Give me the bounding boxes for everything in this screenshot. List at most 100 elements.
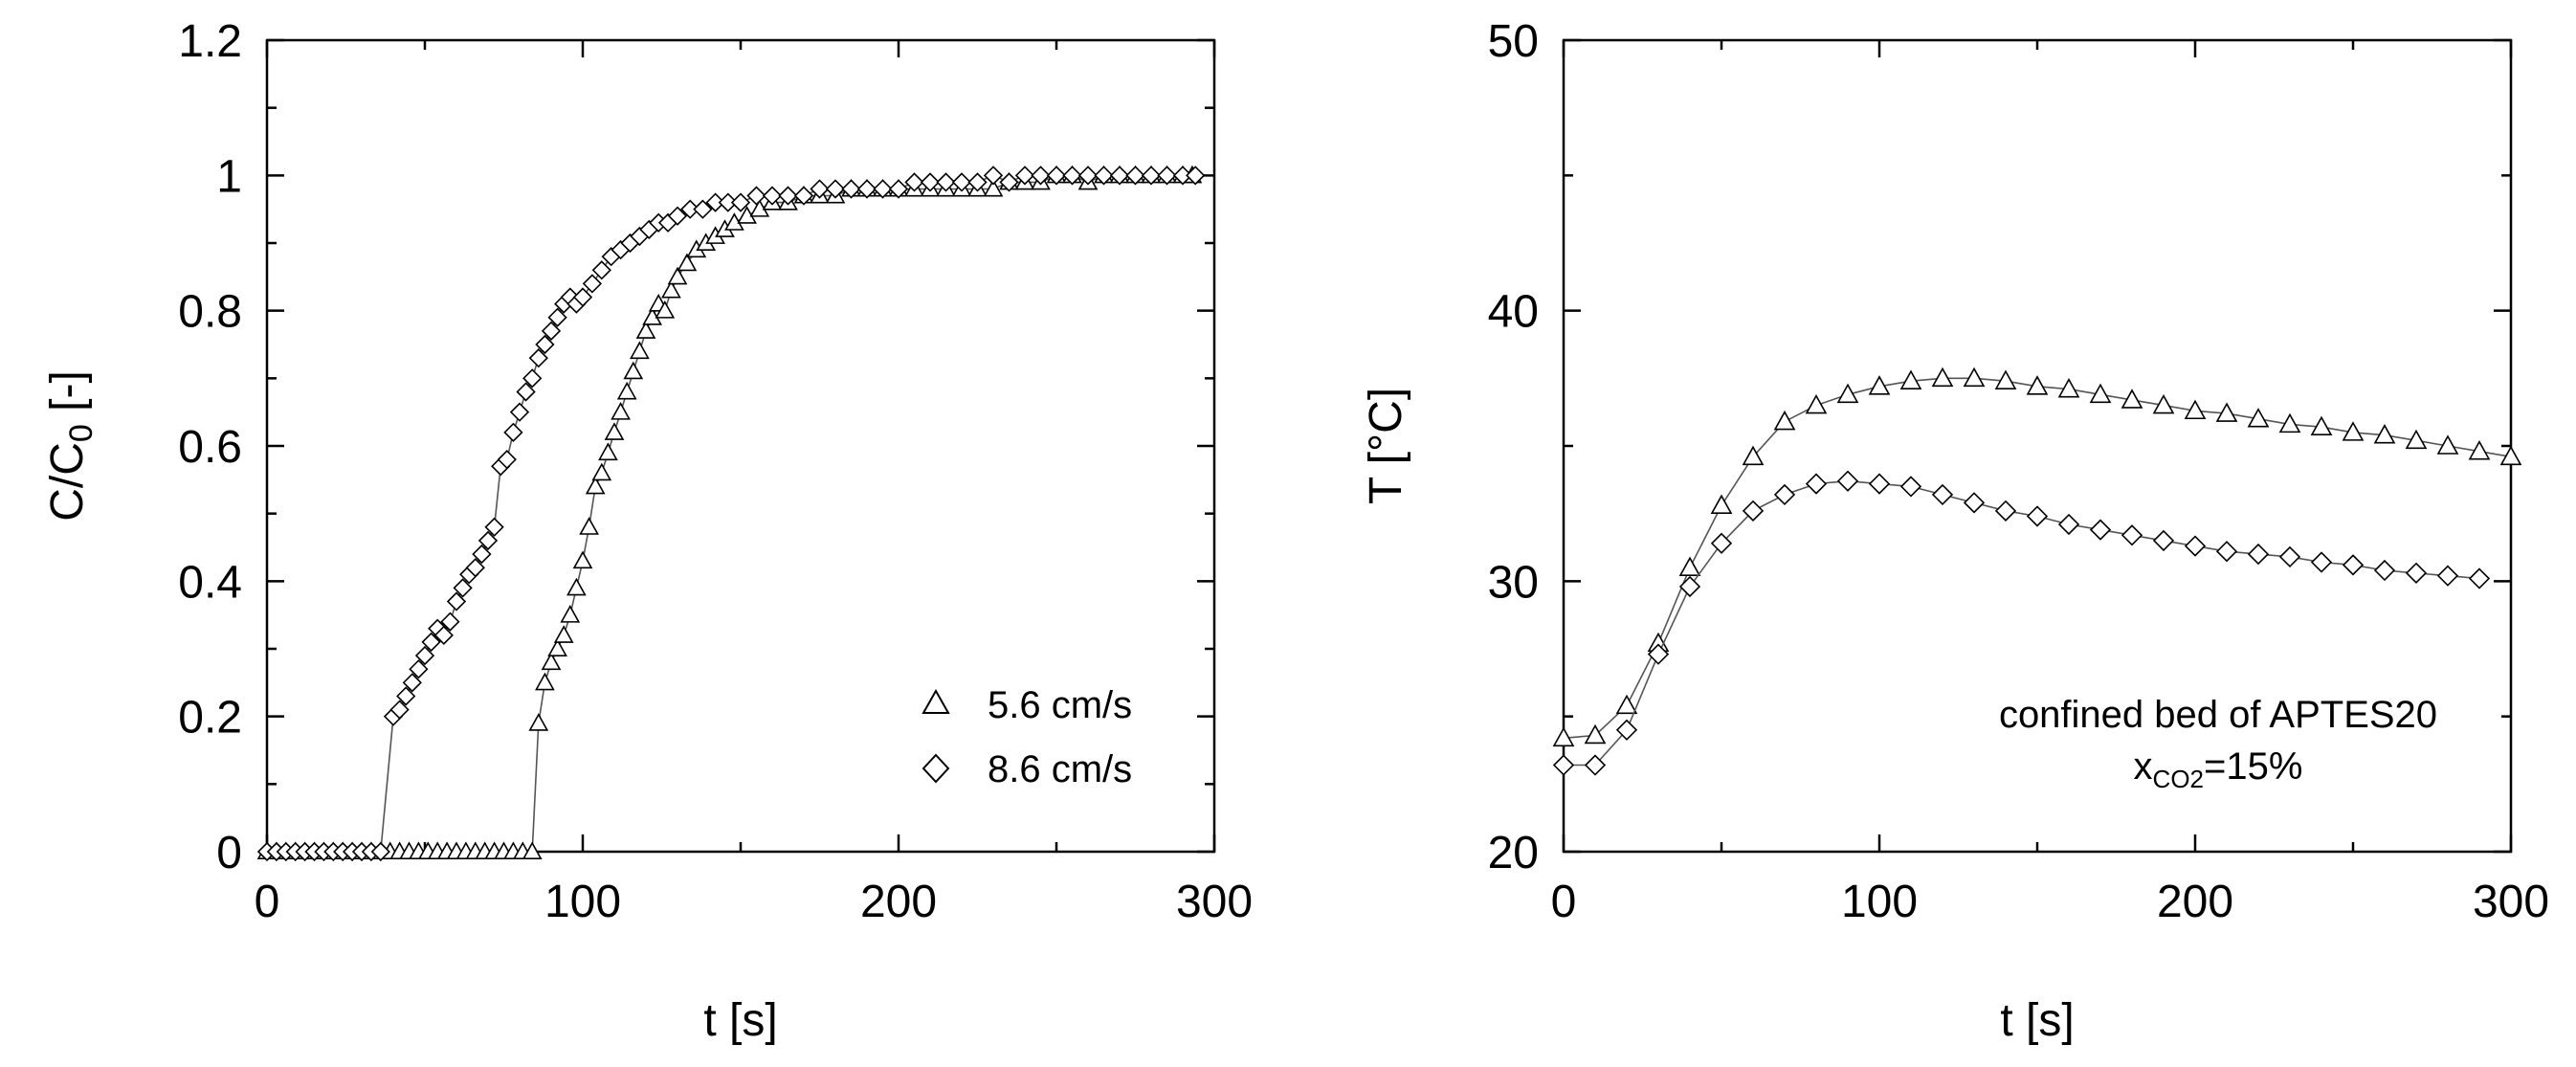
triangle-marker	[591, 462, 612, 481]
y-axis-label-tail: [-]	[42, 370, 93, 424]
diamond-marker	[582, 274, 603, 294]
triangle-marker	[1836, 383, 1859, 404]
x-tick-label: 100	[544, 877, 621, 927]
annotation-line-1: confined bed of APTES20	[1999, 694, 2437, 736]
triangle-marker	[2405, 429, 2428, 450]
diamond-marker	[2278, 545, 2301, 568]
diamond-marker	[389, 700, 410, 720]
diamond-marker	[2215, 541, 2238, 563]
diamond-marker	[509, 402, 530, 422]
y-axis-label: T [°C]	[1361, 388, 1411, 504]
diamond-marker	[856, 179, 877, 199]
diamond-marker	[1125, 166, 1145, 186]
diamond-marker	[1172, 166, 1193, 186]
triangle-marker	[1994, 369, 2017, 389]
triangle-marker	[579, 517, 599, 535]
triangle-marker	[1868, 375, 1891, 395]
triangle-marker	[2121, 389, 2143, 409]
legend-entry-8-6: 8.6 cm/s	[922, 748, 1132, 790]
diamond-marker	[2057, 513, 2080, 536]
diamond-marker	[810, 179, 830, 199]
diamond-marker	[1141, 166, 1162, 186]
triangle-marker	[604, 422, 625, 440]
y-tick-label: 30	[1488, 557, 1539, 608]
y-tick-label: 1.2	[178, 16, 242, 67]
series-line	[1563, 377, 2512, 740]
triangle-marker	[2436, 434, 2459, 455]
triangle-marker	[1678, 556, 1701, 577]
diamond-marker	[1157, 166, 1177, 186]
triangle-marker	[667, 266, 688, 285]
diamond-marker	[484, 517, 504, 537]
x-tick-label: 0	[255, 877, 280, 927]
triangle-marker	[2310, 415, 2333, 436]
annotation-x: x	[2134, 745, 2153, 788]
plot-frame	[265, 38, 1216, 854]
diamond-marker	[904, 172, 924, 192]
diamond-marker	[591, 260, 611, 280]
diamond-marker	[1742, 500, 1765, 522]
triangle-marker	[1552, 726, 1575, 747]
triangle-marker	[2499, 445, 2522, 466]
triangle-marker	[566, 577, 587, 596]
diamond-marker	[453, 578, 473, 598]
y-tick-label: 20	[1488, 828, 1539, 878]
diamond-marker	[370, 841, 390, 862]
triangle-marker	[1742, 445, 1765, 466]
diamond-marker	[1647, 643, 1670, 665]
annotation: confined bed of APTES20 xCO2=15%	[1999, 694, 2437, 793]
triangle-marker	[655, 300, 676, 319]
y-tick-label: 0	[216, 828, 242, 878]
x-tick-label: 0	[1551, 877, 1577, 927]
y-tick-label: 50	[1488, 16, 1539, 67]
triangle-marker	[572, 550, 593, 569]
y-tick-label: 0.4	[178, 557, 242, 608]
triangle-marker	[1963, 367, 1986, 388]
triangle-marker	[635, 321, 656, 339]
triangle-marker	[1773, 410, 1796, 431]
legend-label-8-6: 8.6 cm/s	[988, 748, 1132, 790]
diamond-marker	[1899, 476, 1922, 498]
annotation-value: =15%	[2204, 745, 2302, 788]
diamond-marker	[1014, 166, 1035, 186]
diamond-marker	[888, 179, 909, 199]
triangle-marker	[1931, 367, 1954, 388]
triangle-marker	[1710, 494, 1733, 514]
diamond-marker	[746, 186, 766, 206]
x-tick-label: 200	[2157, 877, 2233, 927]
triangle-marker	[535, 672, 555, 691]
diamond-marker	[2405, 562, 2428, 584]
triangle-marker	[541, 652, 562, 671]
diamond-marker	[762, 186, 783, 206]
legend-entry-5-6: 5.6 cm/s	[922, 684, 1132, 726]
diamond-marker	[1931, 483, 1954, 506]
diamond-marker	[572, 287, 593, 307]
diamond-marker	[465, 558, 485, 578]
triangle-marker	[661, 279, 681, 299]
diamond-marker	[446, 591, 467, 611]
y-axis-label-subscript: 0	[63, 424, 100, 442]
x-tick-label: 300	[1176, 877, 1253, 927]
diamond-marker	[528, 348, 548, 368]
diamond-marker	[1710, 532, 1733, 554]
diamond-marker	[1094, 166, 1114, 186]
diamond-marker	[1062, 166, 1082, 186]
y-axis-label: C/C0 [-]	[42, 370, 100, 522]
diamond-marker	[472, 544, 492, 565]
y-tick-label: 0.6	[178, 422, 242, 473]
triangle-marker	[2278, 412, 2301, 433]
diamond-marker	[1186, 166, 1206, 186]
triangle-marker	[1584, 723, 1607, 745]
x-axis-label: t [s]	[703, 995, 777, 1046]
x-axis-label: t [s]	[2000, 995, 2074, 1046]
legend: 5.6 cm/s 8.6 cm/s	[922, 684, 1132, 790]
diamond-marker	[680, 199, 700, 219]
triangle-marker	[1805, 393, 1828, 414]
triangle-marker	[2373, 424, 2396, 444]
y-tick-label: 0.8	[178, 287, 242, 338]
annotation-line-2: xCO2=15%	[2134, 745, 2303, 793]
series-5-6-cm-s	[1552, 367, 2522, 747]
x-tick-labels: 0 100 200 300	[255, 877, 1253, 927]
diamond-marker	[1552, 754, 1575, 776]
